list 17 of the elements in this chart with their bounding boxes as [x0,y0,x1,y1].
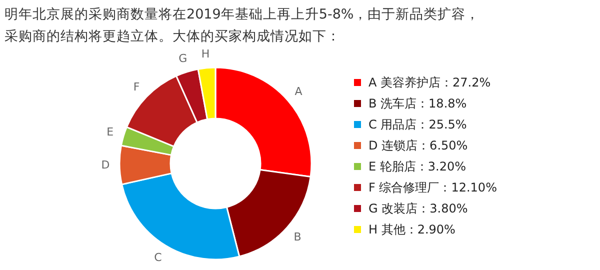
text: B [294,230,302,244]
chart-title: 明年北京展的采购商数量将在2019年基础上再上升5-8%，由于新品类扩容，采购商的结构将更趋立体。大体的买家构成情况如下： [4,6,480,44]
legend-label: F 综合修理厂：12.10% [368,180,497,194]
text: H [201,47,210,60]
legend-label: A 美容养护店：27.2% [368,76,491,90]
legend-label: H 其他：2.90% [368,222,456,236]
text: G [178,52,188,65]
text: A [294,84,303,98]
legend-label: B 洗车店：18.8% [368,96,467,110]
text: E [106,126,114,139]
legend-label: E 轮胎店：3.20% [368,160,466,174]
legend-label: C 用品店：25.5% [368,118,467,132]
text: D [101,158,110,172]
legend-label: D 连锁店：6.50% [368,138,468,152]
legend-label: G 改装店：3.80% [368,202,468,216]
text: C [154,250,162,264]
text: F [133,80,140,94]
